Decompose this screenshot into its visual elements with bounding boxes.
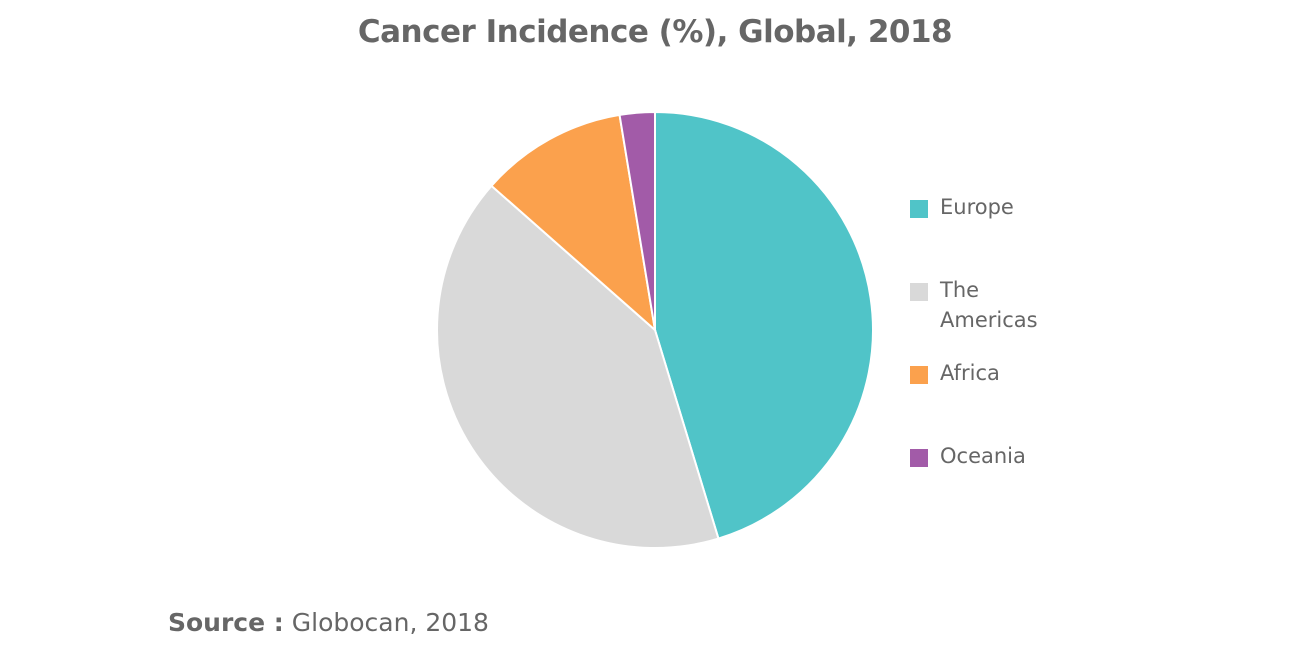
pie-slice-europe (654, 110, 874, 540)
legend-swatch (910, 366, 928, 384)
source-note: Source : Globocan, 2018 (168, 608, 489, 637)
source-text: Globocan, 2018 (291, 608, 489, 637)
legend-item-oceania: Oceania (910, 444, 1060, 471)
source-label: Source : (168, 608, 284, 637)
legend: Europe The Americas Africa Oceania (910, 0, 1170, 655)
legend-swatch (910, 449, 928, 467)
pie-slice-oceania (618, 110, 656, 331)
legend-label: Oceania (940, 444, 1026, 468)
legend-label: Europe (940, 195, 1014, 219)
chart-title: Cancer Incidence (%), Global, 2018 (357, 14, 953, 50)
legend-swatch (910, 283, 928, 301)
legend-label: Africa (940, 361, 1000, 385)
pie-slice-africa (490, 113, 657, 333)
pie-slice-the-americas (436, 184, 720, 549)
legend-swatch (910, 200, 928, 218)
legend-item-the-americas: The Americas (910, 278, 1060, 335)
legend-label: The Americas (940, 278, 1038, 332)
legend-item-africa: Africa (910, 361, 1060, 388)
legend-item-europe: Europe (910, 195, 1060, 222)
